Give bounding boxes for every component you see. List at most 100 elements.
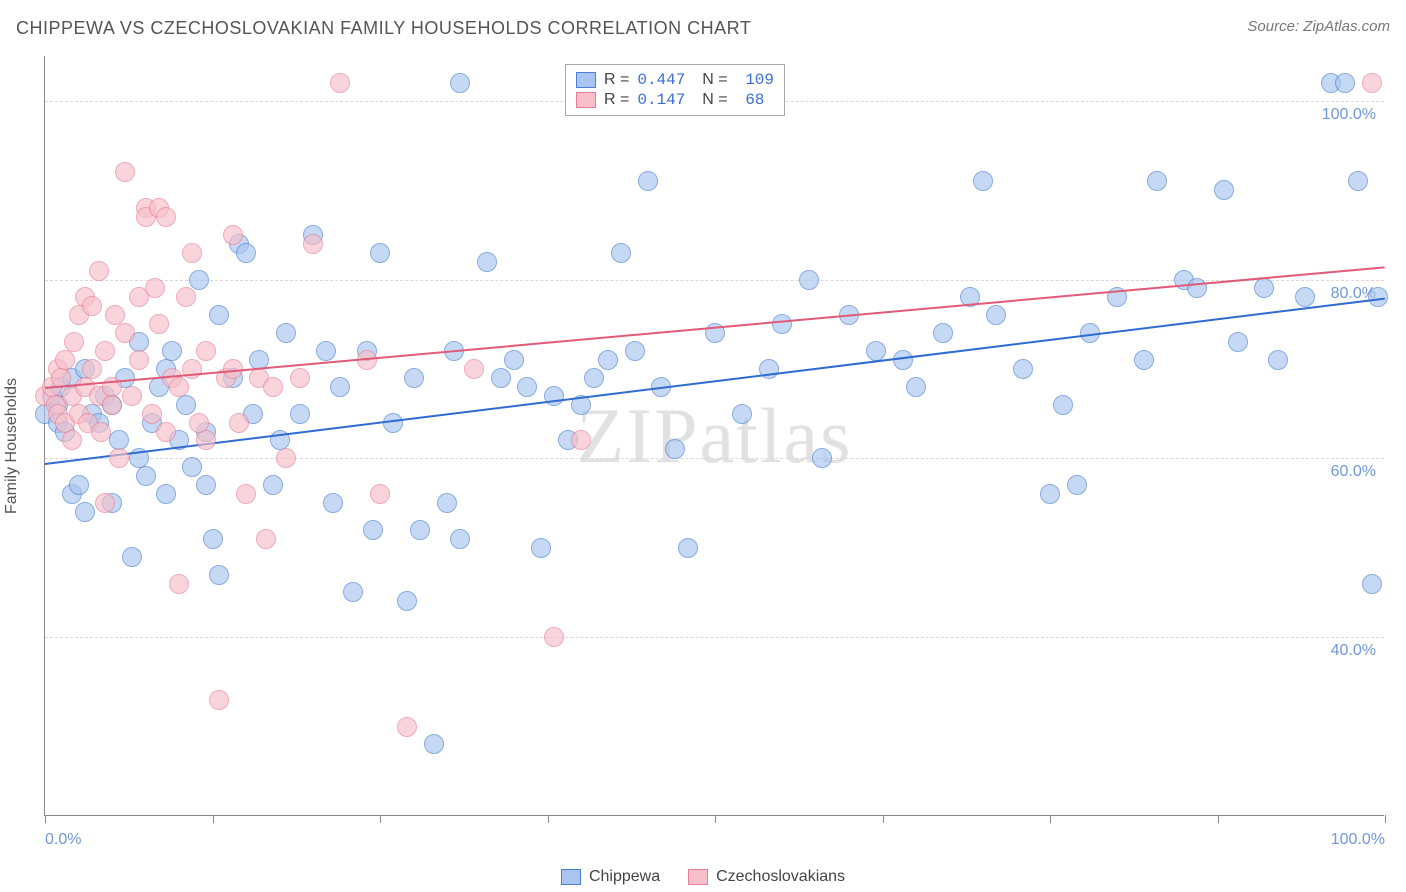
scatter-point-czech (55, 350, 75, 370)
x-tick (45, 815, 46, 823)
scatter-point-chippewa (678, 538, 698, 558)
scatter-point-chippewa (1013, 359, 1033, 379)
scatter-point-chippewa (404, 368, 424, 388)
scatter-point-chippewa (122, 547, 142, 567)
scatter-point-chippewa (1254, 278, 1274, 298)
scatter-point-chippewa (189, 270, 209, 290)
scatter-point-chippewa (323, 493, 343, 513)
scatter-point-czech (129, 350, 149, 370)
chart-title: CHIPPEWA VS CZECHOSLOVAKIAN FAMILY HOUSE… (16, 18, 751, 39)
scatter-point-czech (156, 207, 176, 227)
scatter-point-chippewa (176, 395, 196, 415)
scatter-point-czech (544, 627, 564, 647)
legend-n-value: 68 (736, 91, 765, 109)
y-tick-label: 100.0% (1322, 106, 1376, 124)
legend-label-chippewa: Chippewa (589, 868, 660, 886)
gridline (45, 637, 1384, 638)
legend-top: R =0.447 N = 109R =0.147 N = 68 (565, 64, 785, 116)
gridline (45, 458, 1384, 459)
scatter-point-czech (464, 359, 484, 379)
scatter-point-czech (145, 278, 165, 298)
plot-area: ZIPatlas 40.0%60.0%80.0%100.0%0.0%100.0%… (44, 56, 1384, 816)
legend-swatch-czech (576, 92, 596, 108)
scatter-point-czech (236, 484, 256, 504)
scatter-point-chippewa (584, 368, 604, 388)
x-tick-label: 0.0% (45, 831, 81, 849)
watermark-text: ZIPatlas (577, 392, 853, 479)
x-tick (1385, 815, 1386, 823)
scatter-point-chippewa (450, 529, 470, 549)
scatter-point-chippewa (986, 305, 1006, 325)
scatter-point-czech (182, 243, 202, 263)
legend-r-value: 0.147 (637, 91, 685, 109)
scatter-point-chippewa (290, 404, 310, 424)
scatter-point-czech (89, 261, 109, 281)
legend-label-czech: Czechoslovakians (716, 868, 845, 886)
scatter-point-chippewa (866, 341, 886, 361)
scatter-point-czech (223, 225, 243, 245)
scatter-point-czech (95, 341, 115, 361)
x-tick (1218, 815, 1219, 823)
scatter-point-chippewa (732, 404, 752, 424)
legend-swatch-czech (688, 869, 708, 885)
scatter-point-chippewa (209, 305, 229, 325)
scatter-point-czech (82, 359, 102, 379)
scatter-point-czech (115, 323, 135, 343)
x-tick (715, 815, 716, 823)
scatter-point-czech (209, 690, 229, 710)
scatter-point-czech (571, 430, 591, 450)
scatter-point-chippewa (370, 243, 390, 263)
scatter-point-czech (169, 574, 189, 594)
y-tick-label: 40.0% (1331, 642, 1376, 660)
scatter-point-chippewa (162, 341, 182, 361)
scatter-point-czech (397, 717, 417, 737)
scatter-point-chippewa (477, 252, 497, 272)
scatter-point-czech (115, 162, 135, 182)
scatter-point-czech (196, 341, 216, 361)
scatter-point-chippewa (1295, 287, 1315, 307)
scatter-point-chippewa (638, 171, 658, 191)
scatter-point-chippewa (799, 270, 819, 290)
scatter-point-chippewa (1214, 180, 1234, 200)
scatter-point-chippewa (625, 341, 645, 361)
scatter-point-czech (196, 430, 216, 450)
legend-stat-row-chippewa: R =0.447 N = 109 (576, 71, 774, 89)
x-tick (883, 815, 884, 823)
scatter-point-czech (156, 422, 176, 442)
scatter-point-chippewa (1067, 475, 1087, 495)
scatter-point-chippewa (330, 377, 350, 397)
scatter-point-czech (330, 73, 350, 93)
chart-container: CHIPPEWA VS CZECHOSLOVAKIAN FAMILY HOUSE… (0, 0, 1406, 892)
scatter-point-chippewa (397, 591, 417, 611)
scatter-point-chippewa (1335, 73, 1355, 93)
legend-item-czech: Czechoslovakians (688, 868, 845, 886)
scatter-point-chippewa (209, 565, 229, 585)
scatter-point-chippewa (69, 475, 89, 495)
scatter-point-chippewa (182, 457, 202, 477)
scatter-point-chippewa (598, 350, 618, 370)
scatter-point-chippewa (236, 243, 256, 263)
scatter-point-chippewa (203, 529, 223, 549)
scatter-point-chippewa (517, 377, 537, 397)
scatter-point-chippewa (1040, 484, 1060, 504)
watermark: ZIPatlas (577, 391, 853, 481)
scatter-point-chippewa (424, 734, 444, 754)
scatter-point-chippewa (450, 73, 470, 93)
scatter-point-czech (290, 368, 310, 388)
scatter-point-czech (370, 484, 390, 504)
legend-n-value: 109 (736, 71, 774, 89)
scatter-point-czech (95, 493, 115, 513)
scatter-point-czech (149, 314, 169, 334)
scatter-point-chippewa (1348, 171, 1368, 191)
scatter-point-chippewa (263, 475, 283, 495)
scatter-point-chippewa (1362, 574, 1382, 594)
scatter-point-chippewa (136, 466, 156, 486)
scatter-point-chippewa (1134, 350, 1154, 370)
scatter-point-czech (109, 448, 129, 468)
scatter-point-czech (64, 332, 84, 352)
trend-line-czech (45, 266, 1385, 389)
legend-r-label: R = (604, 91, 629, 109)
scatter-point-chippewa (491, 368, 511, 388)
scatter-point-czech (142, 404, 162, 424)
scatter-point-chippewa (504, 350, 524, 370)
